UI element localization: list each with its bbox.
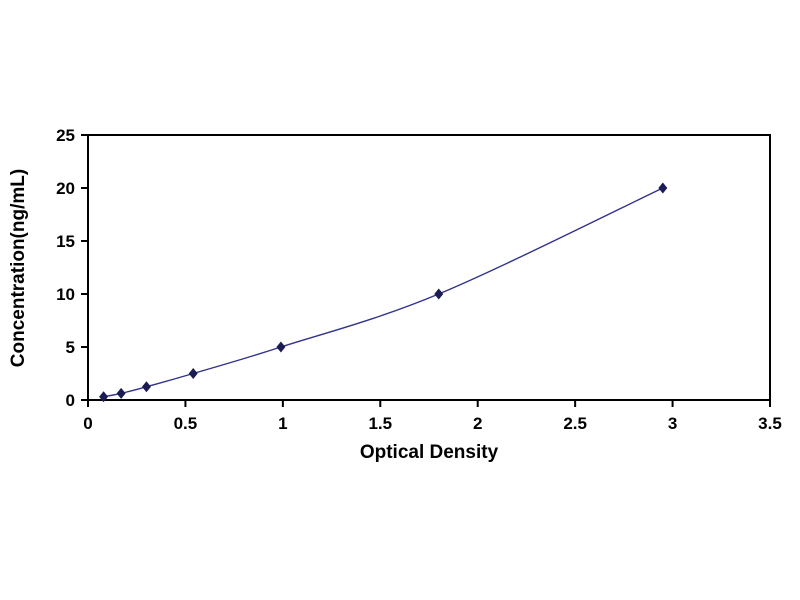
plot-area: 0 0.5 1 1.5 2 2.5 3 3.5 0 5 10 15 20 25: [56, 126, 782, 433]
data-point-marker: [188, 368, 198, 379]
y-axis-label: Concentration(ng/mL): [8, 169, 29, 367]
x-tick-label: 1.5: [368, 414, 392, 433]
data-point-marker: [141, 381, 151, 393]
x-tick-label: 2: [473, 414, 482, 433]
x-tick-label: 0: [83, 414, 92, 433]
y-tick-label: 5: [66, 338, 75, 357]
y-tick-label: 20: [56, 179, 75, 198]
y-tick-label: 0: [66, 391, 75, 410]
y-tick-label: 10: [56, 285, 75, 304]
data-point-marker: [658, 182, 668, 194]
x-tick-label: 1: [278, 414, 287, 433]
data-point-marker: [276, 341, 286, 353]
x-axis-label: Optical Density: [360, 442, 499, 463]
plot-frame: [87, 134, 771, 401]
y-tick-label: 15: [56, 232, 75, 251]
x-tick-label: 3: [668, 414, 677, 433]
data-point-marker: [99, 391, 109, 403]
data-point-marker: [434, 288, 444, 300]
y-tick-label: 25: [56, 126, 75, 145]
x-tick-label: 3.5: [758, 414, 782, 433]
data-point-marker: [116, 387, 126, 399]
curve-line: [103, 187, 664, 398]
x-tick-label: 0.5: [174, 414, 198, 433]
x-tick-label: 2.5: [563, 414, 587, 433]
